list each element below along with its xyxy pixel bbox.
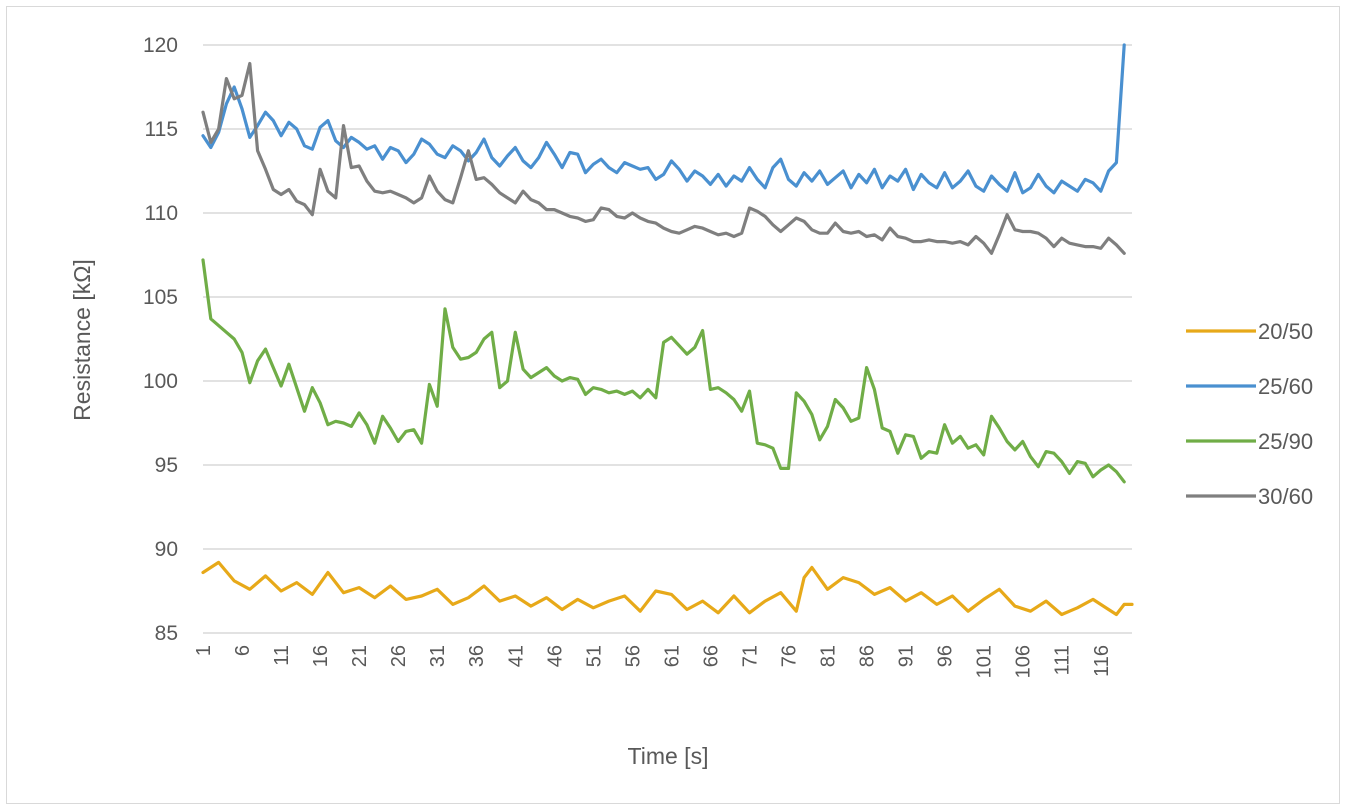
x-tick-label: 21 bbox=[349, 645, 371, 667]
x-tick-label: 51 bbox=[583, 645, 605, 667]
y-tick-label: 85 bbox=[155, 622, 178, 645]
x-tick-label: 86 bbox=[857, 645, 879, 667]
y-tick-label: 110 bbox=[145, 202, 178, 225]
x-tick-label: 66 bbox=[700, 645, 722, 667]
x-tick-label: 11 bbox=[271, 645, 293, 666]
series-line-30-60 bbox=[201, 61, 1126, 255]
x-tick-label: 106 bbox=[1013, 645, 1035, 678]
x-tick-label: 91 bbox=[896, 645, 918, 667]
x-tick-label: 71 bbox=[739, 645, 761, 667]
x-axis-ticks: 1 6 11 16 21 26 31 36 41 46 51 56 61 66 71 76 81 86 91 96 10… bbox=[193, 645, 1113, 678]
x-tick-label: 56 bbox=[622, 645, 644, 667]
legend-item: 30/60 bbox=[1186, 484, 1313, 509]
x-tick-label: 1 bbox=[193, 645, 215, 656]
x-tick-label: 111 bbox=[1052, 645, 1074, 675]
legend-item: 25/60 bbox=[1186, 374, 1313, 399]
legend-label: 20/50 bbox=[1258, 319, 1313, 344]
x-tick-label: 46 bbox=[544, 645, 566, 667]
legend-label: 25/90 bbox=[1258, 429, 1313, 454]
legend-item: 25/90 bbox=[1186, 429, 1313, 454]
y-tick-label: 105 bbox=[143, 286, 178, 309]
x-tick-label: 6 bbox=[232, 645, 254, 656]
x-tick-label: 96 bbox=[935, 645, 957, 667]
x-tick-label: 81 bbox=[818, 645, 840, 667]
y-tick-label: 95 bbox=[155, 454, 178, 477]
x-tick-label: 26 bbox=[388, 645, 410, 667]
legend-label: 30/60 bbox=[1258, 484, 1313, 509]
x-tick-label: 36 bbox=[466, 645, 488, 667]
x-tick-label: 41 bbox=[505, 645, 527, 667]
y-tick-label: 120 bbox=[143, 34, 178, 57]
x-tick-label: 31 bbox=[427, 645, 449, 667]
series-line-25-90 bbox=[201, 258, 1126, 484]
legend-label: 25/60 bbox=[1258, 374, 1313, 399]
legend: 20/50 25/60 25/90 30/60 bbox=[1186, 319, 1313, 509]
x-tick-label: 116 bbox=[1091, 645, 1113, 677]
series-line-25-60 bbox=[201, 43, 1126, 195]
y-axis-ticks: 85 90 95 100 105 110 115 120 bbox=[143, 34, 178, 645]
y-tick-label: 90 bbox=[155, 538, 178, 561]
gridlines bbox=[203, 44, 1132, 634]
x-tick-label: 61 bbox=[661, 645, 683, 667]
x-tick-label: 101 bbox=[974, 645, 996, 678]
x-tick-label: 16 bbox=[310, 645, 332, 667]
y-axis-title: Resistance [kΩ] bbox=[69, 259, 95, 421]
legend-item: 20/50 bbox=[1186, 319, 1313, 344]
y-tick-label: 115 bbox=[145, 118, 178, 141]
series-lines bbox=[201, 43, 1134, 617]
series-line-20-50 bbox=[201, 560, 1134, 617]
x-tick-label: 76 bbox=[779, 645, 801, 667]
y-tick-label: 100 bbox=[143, 370, 178, 393]
x-axis-title: Time [s] bbox=[628, 743, 709, 769]
